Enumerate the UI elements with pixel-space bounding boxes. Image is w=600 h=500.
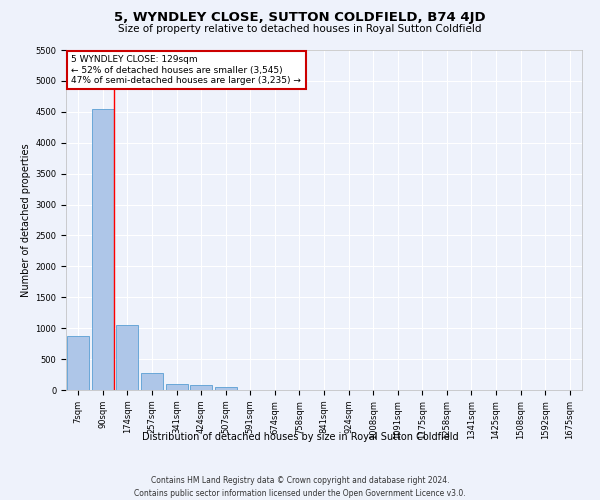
Text: Contains HM Land Registry data © Crown copyright and database right 2024.
Contai: Contains HM Land Registry data © Crown c… — [134, 476, 466, 498]
Bar — [92, 110, 114, 390]
Bar — [215, 387, 237, 390]
Text: 5 WYNDLEY CLOSE: 129sqm
← 52% of detached houses are smaller (3,545)
47% of semi: 5 WYNDLEY CLOSE: 129sqm ← 52% of detache… — [71, 55, 301, 85]
Bar — [116, 325, 139, 390]
Text: Distribution of detached houses by size in Royal Sutton Coldfield: Distribution of detached houses by size … — [142, 432, 458, 442]
Bar — [141, 372, 163, 390]
Y-axis label: Number of detached properties: Number of detached properties — [21, 143, 31, 297]
Text: Size of property relative to detached houses in Royal Sutton Coldfield: Size of property relative to detached ho… — [118, 24, 482, 34]
Bar — [190, 385, 212, 390]
Bar — [67, 336, 89, 390]
Text: 5, WYNDLEY CLOSE, SUTTON COLDFIELD, B74 4JD: 5, WYNDLEY CLOSE, SUTTON COLDFIELD, B74 … — [114, 11, 486, 24]
Bar — [166, 384, 188, 390]
